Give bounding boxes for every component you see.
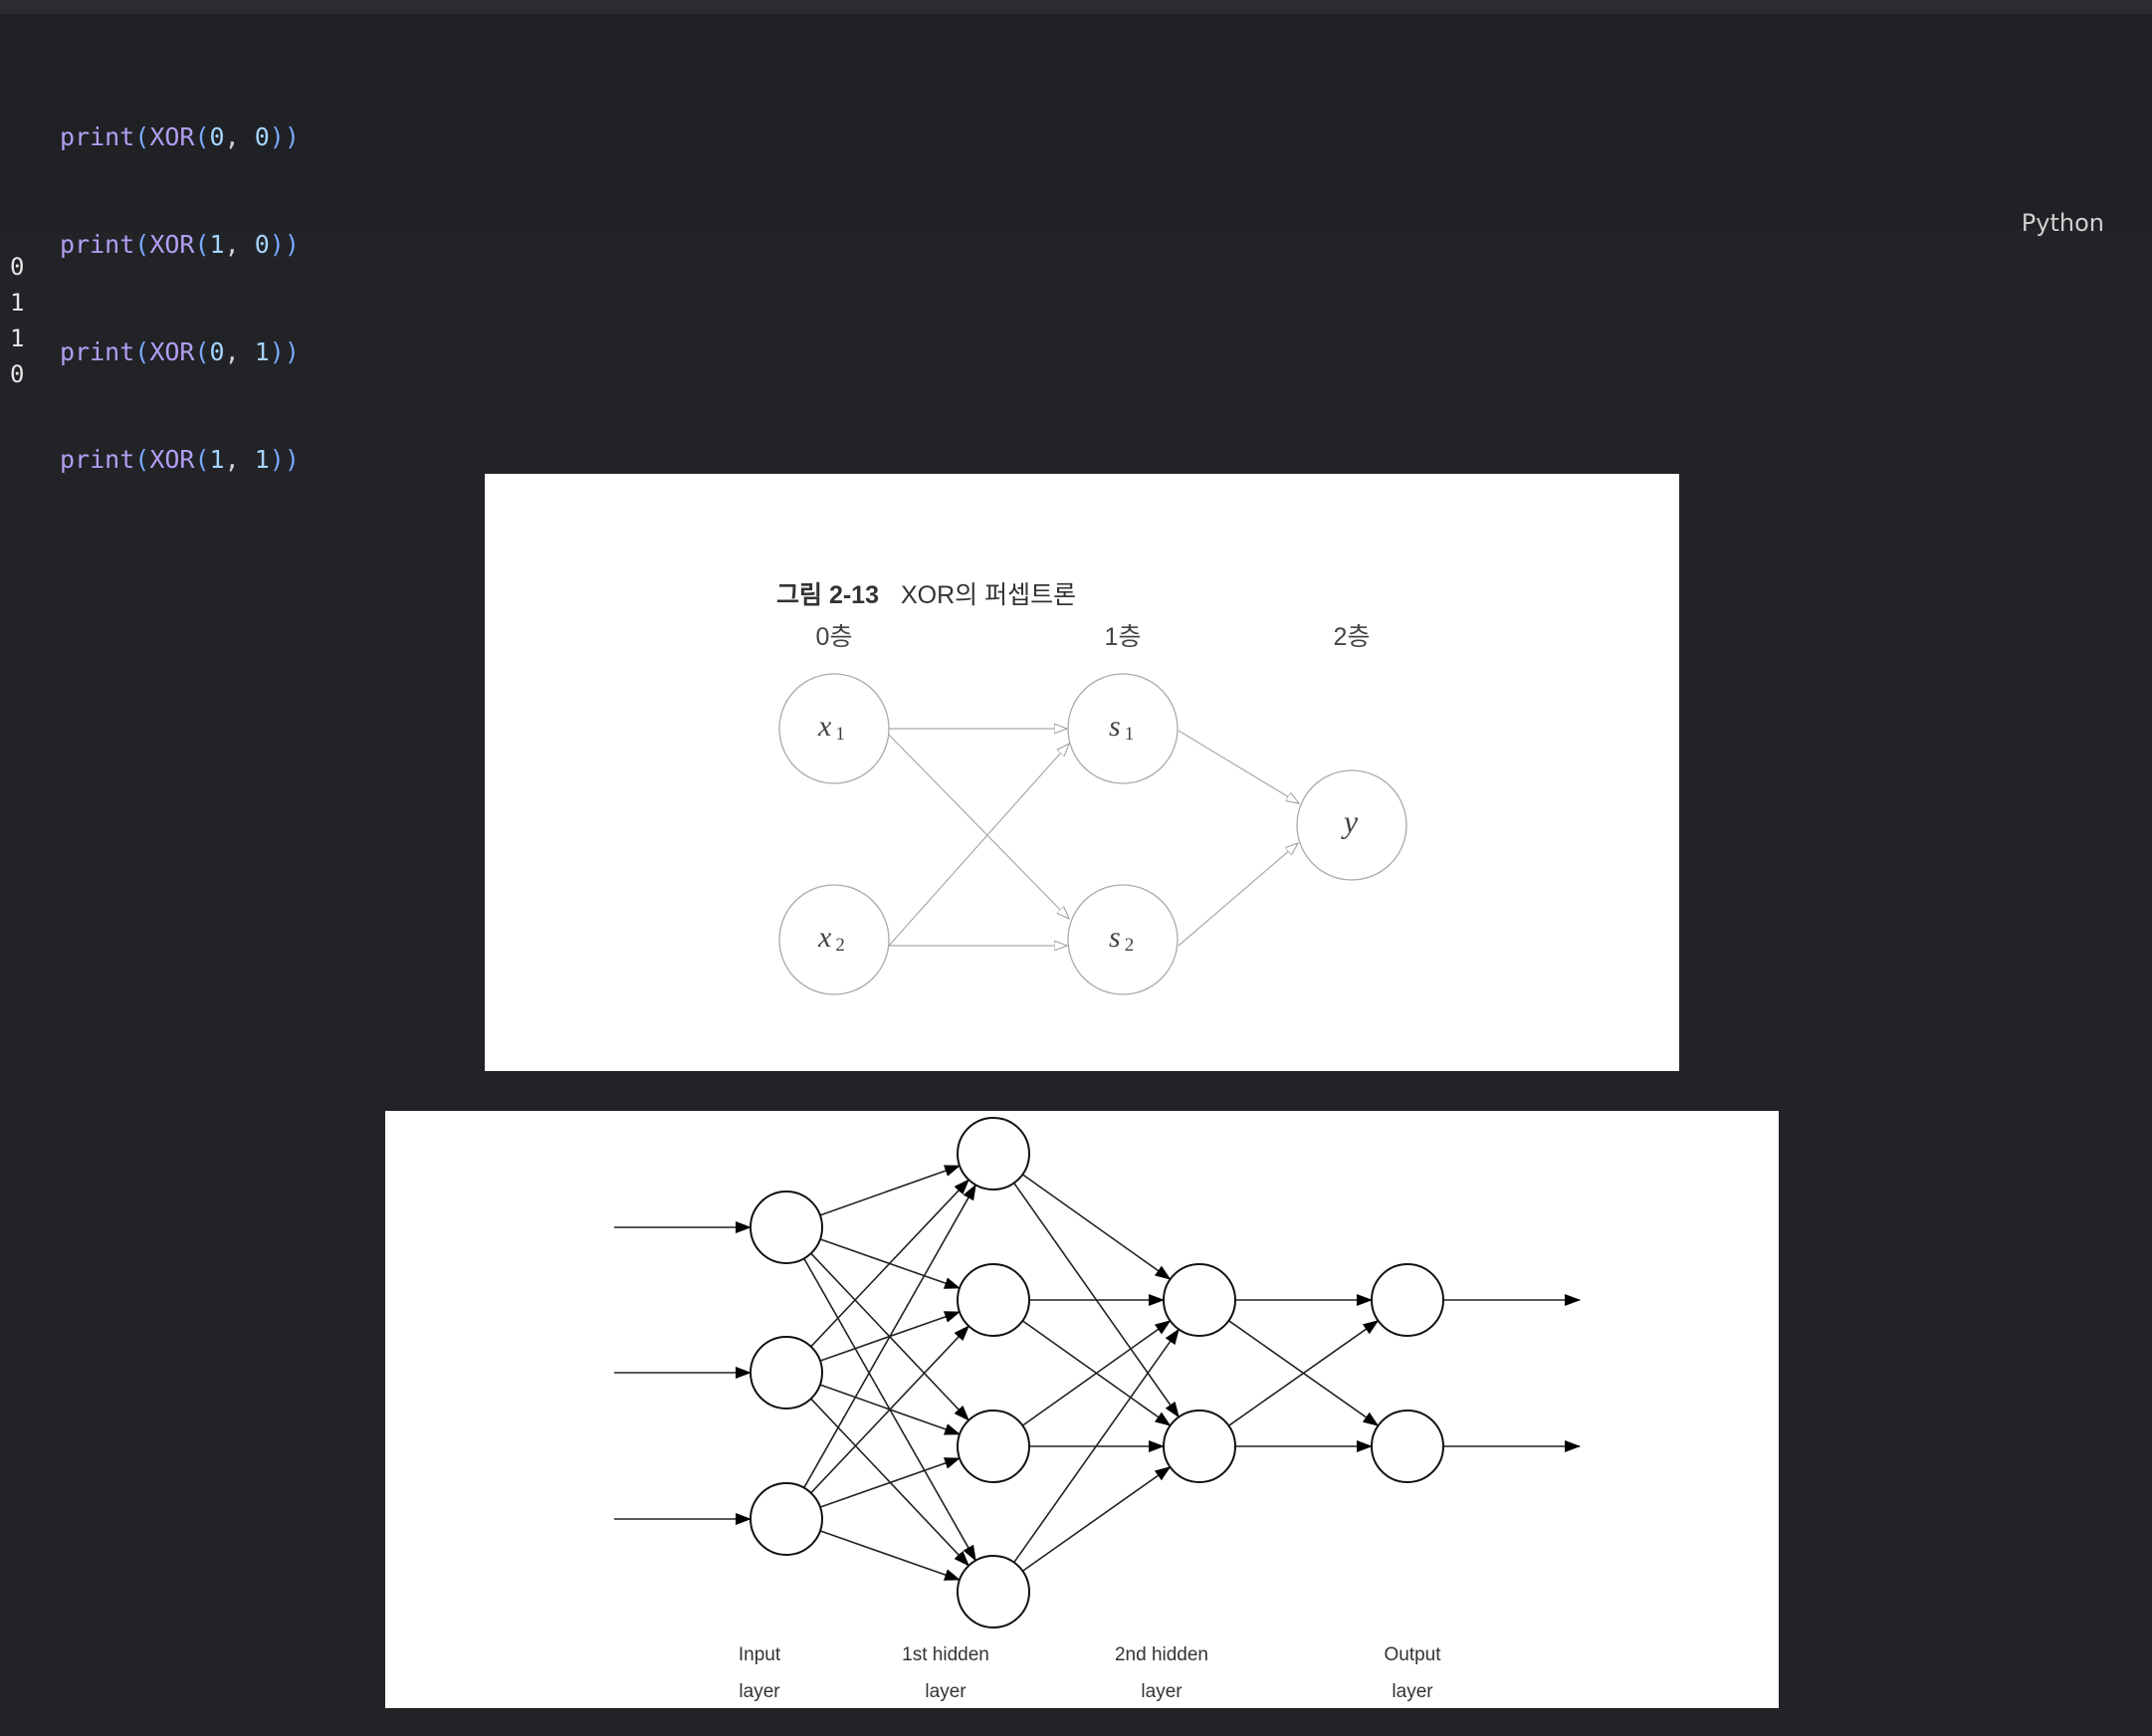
code-cell[interactable]: print(XOR(0, 0)) print(XOR(1, 0)) print(… bbox=[0, 14, 2152, 474]
node-x2 bbox=[778, 884, 890, 995]
cell-top-bar bbox=[0, 0, 2152, 14]
edge-hidden1-hidden2 bbox=[1021, 1320, 1172, 1426]
layer-label-input: Input bbox=[739, 1644, 781, 1665]
output-line: 1 bbox=[10, 325, 25, 352]
node-hidden1-3 bbox=[957, 1410, 1030, 1483]
node-s1 bbox=[1067, 673, 1179, 784]
node-x1 bbox=[778, 673, 890, 784]
edge-hidden1-hidden2 bbox=[1021, 1174, 1172, 1280]
code-line: print(XOR(0, 0)) bbox=[60, 122, 300, 151]
node-hidden2-2 bbox=[1163, 1410, 1236, 1483]
edge-s2-y bbox=[1178, 843, 1298, 947]
cell-output: 0 1 1 0 bbox=[10, 249, 24, 392]
multilayer-network-figure: Input layer 1st hidden layer 2nd hidden … bbox=[385, 1111, 1779, 1708]
layer-label-0: 0층 bbox=[816, 623, 853, 651]
edge-input-hidden1 bbox=[819, 1457, 961, 1508]
layer-label-output-line2: layer bbox=[1392, 1681, 1433, 1702]
layer-label-1: 1층 bbox=[1105, 623, 1142, 651]
node-y bbox=[1296, 769, 1407, 881]
output-line: 1 bbox=[10, 289, 25, 317]
node-s2 bbox=[1067, 884, 1179, 995]
layer-label-hidden1: 1st hidden bbox=[902, 1644, 989, 1665]
output-line: 0 bbox=[10, 253, 25, 281]
code-editor[interactable]: print(XOR(0, 0)) print(XOR(1, 0)) print(… bbox=[60, 48, 300, 549]
node-output-1 bbox=[1371, 1263, 1444, 1337]
layer-label-hidden2-line2: layer bbox=[1141, 1681, 1183, 1702]
edge-x2-s1 bbox=[888, 744, 1069, 947]
node-input-2 bbox=[750, 1336, 823, 1410]
layer-label-hidden1-line2: layer bbox=[925, 1681, 967, 1702]
node-hidden2-1 bbox=[1163, 1263, 1236, 1337]
node-hidden1-4 bbox=[957, 1555, 1030, 1628]
edge-hidden1-hidden2 bbox=[1013, 1328, 1180, 1564]
node-input-3 bbox=[750, 1482, 823, 1556]
layer-label-output: Output bbox=[1384, 1644, 1441, 1665]
code-line: print(XOR(1, 0)) bbox=[60, 230, 300, 259]
language-label[interactable]: Python bbox=[2021, 209, 2104, 237]
edge-x1-s2 bbox=[888, 734, 1069, 919]
layer-label-hidden2: 2nd hidden bbox=[1115, 1644, 1208, 1665]
node-hidden1-2 bbox=[957, 1263, 1030, 1337]
edge-input-hidden1 bbox=[803, 1184, 976, 1489]
edge-hidden1-hidden2 bbox=[1021, 1466, 1172, 1572]
edge-input-hidden1 bbox=[810, 1325, 969, 1494]
figure-caption-text: XOR의 퍼셉트론 bbox=[901, 581, 1076, 609]
node-input-1 bbox=[750, 1191, 823, 1264]
output-line: 0 bbox=[10, 360, 25, 388]
edge-hidden2-output bbox=[1227, 1320, 1380, 1426]
edge-input-hidden1 bbox=[810, 1179, 969, 1348]
code-line: print(XOR(1, 1)) bbox=[60, 445, 300, 474]
figure-caption-label: 그림 2-13 bbox=[776, 581, 879, 609]
multilayer-network-diagram: Input layer 1st hidden layer 2nd hidden … bbox=[614, 1117, 1581, 1702]
edge-input-hidden1 bbox=[819, 1165, 962, 1216]
layer-label-input-line2: layer bbox=[739, 1681, 780, 1702]
node-label-y: y bbox=[1341, 803, 1359, 839]
edge-input-hidden1 bbox=[819, 1530, 961, 1581]
code-line: print(XOR(0, 1)) bbox=[60, 337, 300, 366]
node-hidden1-1 bbox=[957, 1117, 1030, 1191]
layer-label-2: 2층 bbox=[1334, 623, 1371, 651]
node-output-2 bbox=[1371, 1410, 1444, 1483]
edge-s1-y bbox=[1178, 730, 1299, 803]
